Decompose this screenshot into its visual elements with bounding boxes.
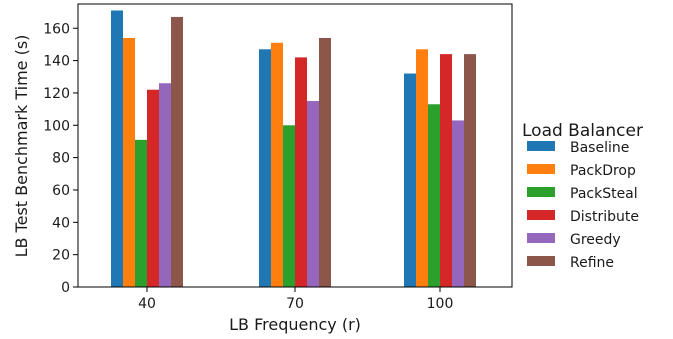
bar-baseline-40 (111, 10, 123, 287)
y-axis-label: LB Test Benchmark Time (s) (12, 35, 31, 258)
y-tick-label: 60 (52, 183, 70, 199)
y-tick-label: 40 (52, 215, 70, 231)
bar-packsteal-70 (283, 125, 295, 287)
bar-distribute-40 (147, 89, 159, 288)
bar-distribute-100 (440, 54, 452, 287)
legend-label-greedy: Greedy (570, 232, 621, 248)
legend-label-refine: Refine (570, 255, 614, 271)
legend-swatch-distribute (527, 210, 555, 220)
bar-packdrop-100 (416, 49, 428, 287)
legend-title: Load Balancer (522, 121, 643, 141)
bar-packdrop-70 (271, 42, 283, 288)
bar-greedy-100 (452, 120, 464, 288)
legend-swatch-refine (527, 256, 555, 266)
legend-swatch-packsteal (527, 187, 555, 197)
legend-label-baseline: Baseline (570, 140, 629, 156)
bar-greedy-70 (307, 101, 319, 287)
bar-distribute-70 (295, 57, 307, 288)
bar-refine-100 (464, 54, 476, 287)
y-tick-label: 160 (43, 21, 70, 37)
legend-swatch-greedy (527, 233, 555, 243)
legend-swatch-baseline (527, 141, 555, 151)
bar-baseline-100 (404, 73, 416, 287)
y-tick-label: 140 (43, 54, 70, 70)
y-tick-label: 120 (43, 86, 70, 102)
bar-packsteal-100 (428, 104, 440, 287)
bar-packsteal-40 (135, 139, 147, 287)
bar-baseline-70 (259, 49, 271, 287)
y-axis: 0 20 40 60 80 100 120 140 160 (43, 21, 78, 296)
x-tick-label: 70 (286, 296, 304, 312)
bar-refine-70 (319, 37, 331, 288)
y-tick-label: 80 (52, 151, 70, 167)
y-tick-label: 100 (43, 118, 70, 134)
bar-greedy-40 (159, 83, 171, 288)
x-axis: 40 70 100 (138, 287, 453, 312)
bar-refine-40 (171, 16, 183, 287)
x-axis-label: LB Frequency (r) (229, 315, 361, 334)
legend: Load Balancer Baseline PackDrop PackSteal D… (522, 121, 643, 271)
legend-label-distribute: Distribute (570, 209, 639, 225)
legend-label-packsteal: PackSteal (570, 186, 638, 202)
x-tick-label: 40 (138, 296, 156, 312)
bars-group (111, 10, 476, 288)
legend-label-packdrop: PackDrop (570, 163, 636, 179)
legend-swatch-packdrop (527, 164, 555, 174)
x-tick-label: 100 (427, 296, 454, 312)
bar-packdrop-40 (123, 37, 135, 288)
y-tick-label: 0 (61, 280, 70, 296)
y-tick-label: 20 (52, 248, 70, 264)
